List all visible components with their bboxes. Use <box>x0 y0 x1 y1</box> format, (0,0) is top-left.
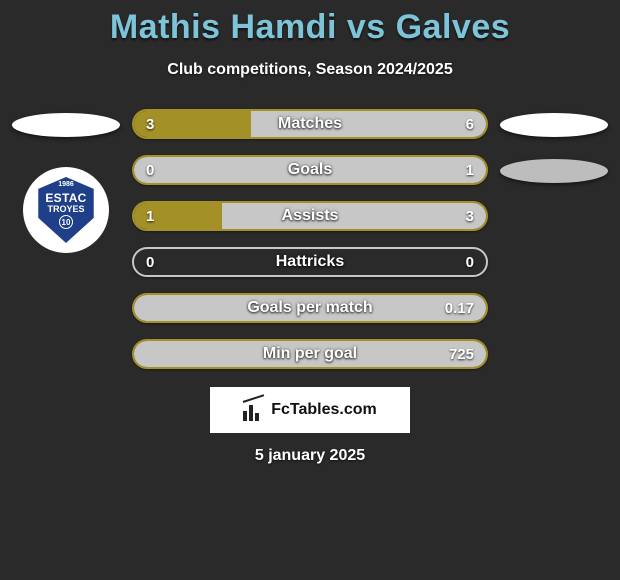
right-club-placeholder <box>500 159 608 183</box>
badge-line2: TROYES <box>47 204 84 214</box>
attribution-text: FcTables.com <box>271 401 377 419</box>
stats-bars: 36Matches 01Goals 13Assists 0 0Hattricks 0.17… <box>126 109 494 369</box>
bar-fill-right <box>251 111 486 137</box>
bar-fill-right <box>134 295 486 321</box>
right-player-column <box>494 109 614 183</box>
bar-fill-right <box>134 341 486 367</box>
left-player-placeholder <box>12 113 120 137</box>
stat-value-left: 0 <box>146 249 154 275</box>
stat-bar: 36Matches <box>132 109 488 139</box>
bar-fill-left <box>134 203 222 229</box>
barchart-icon <box>243 399 265 421</box>
body-row: 1986 ESTAC TROYES 10 36Matches 01Goals 13A… <box>0 109 620 369</box>
stat-bar: 01Goals <box>132 155 488 185</box>
bar-fill-right <box>222 203 486 229</box>
left-player-column: 1986 ESTAC TROYES 10 <box>6 109 126 253</box>
stat-bar: 0 0Hattricks <box>132 247 488 277</box>
attribution-banner: FcTables.com <box>210 387 410 433</box>
right-player-placeholder <box>500 113 608 137</box>
stat-label: Hattricks <box>134 249 486 275</box>
badge-line1: ESTAC <box>45 191 86 205</box>
shield-icon: 1986 ESTAC TROYES 10 <box>33 177 99 243</box>
bar-fill-left <box>134 111 251 137</box>
comparison-infographic: Mathis Hamdi vs Galves Club competitions… <box>0 0 620 580</box>
page-title: Mathis Hamdi vs Galves <box>0 8 620 47</box>
badge-number: 10 <box>59 215 73 229</box>
stat-bar: 725Min per goal <box>132 339 488 369</box>
stat-value-right: 0 <box>466 249 474 275</box>
subtitle: Club competitions, Season 2024/2025 <box>0 61 620 79</box>
bar-fill-right <box>134 157 486 183</box>
left-club-badge: 1986 ESTAC TROYES 10 <box>23 167 109 253</box>
stat-bar: 0.17Goals per match <box>132 293 488 323</box>
badge-year: 1986 <box>58 181 74 188</box>
datestamp: 5 january 2025 <box>0 447 620 465</box>
stat-bar: 13Assists <box>132 201 488 231</box>
